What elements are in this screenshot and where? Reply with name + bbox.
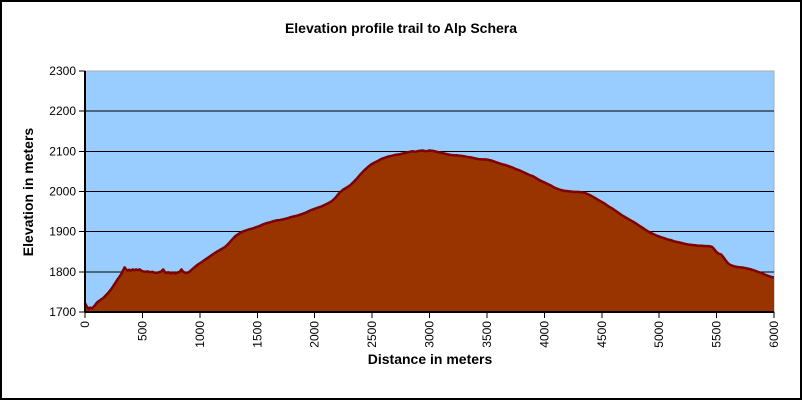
x-tick-label: 2000 [308, 321, 322, 348]
x-tick-label: 0 [78, 321, 92, 328]
x-tick-label: 500 [135, 321, 149, 341]
x-tick-label: 4000 [537, 321, 551, 348]
y-tick-label: 1800 [49, 265, 76, 279]
elevation-line [83, 149, 775, 311]
y-tick-label: 2000 [49, 185, 76, 199]
x-tick-label: 5000 [652, 321, 666, 348]
x-axis-title: Distance in meters [368, 351, 493, 367]
y-tick-label: 1900 [49, 225, 76, 239]
x-tick-label: 1000 [193, 321, 207, 348]
x-tick-label: 6000 [767, 321, 781, 348]
x-tick-label: 3500 [480, 321, 494, 348]
x-tick-label: 5500 [710, 321, 724, 348]
y-tick-label: 2200 [49, 104, 76, 118]
x-tick-label: 4500 [595, 321, 609, 348]
elevation-area [85, 150, 774, 312]
y-tick-label: 2100 [49, 144, 76, 158]
x-tick-label: 3000 [423, 321, 437, 348]
y-tick-label: 2300 [49, 64, 76, 78]
y-axis-title: Elevation in meters [20, 128, 36, 257]
x-tick-label: 1500 [250, 321, 264, 348]
x-tick-label: 2500 [365, 321, 379, 348]
chart-title: Elevation profile trail to Alp Schera [285, 20, 517, 36]
y-tick-label: 1700 [49, 305, 76, 319]
